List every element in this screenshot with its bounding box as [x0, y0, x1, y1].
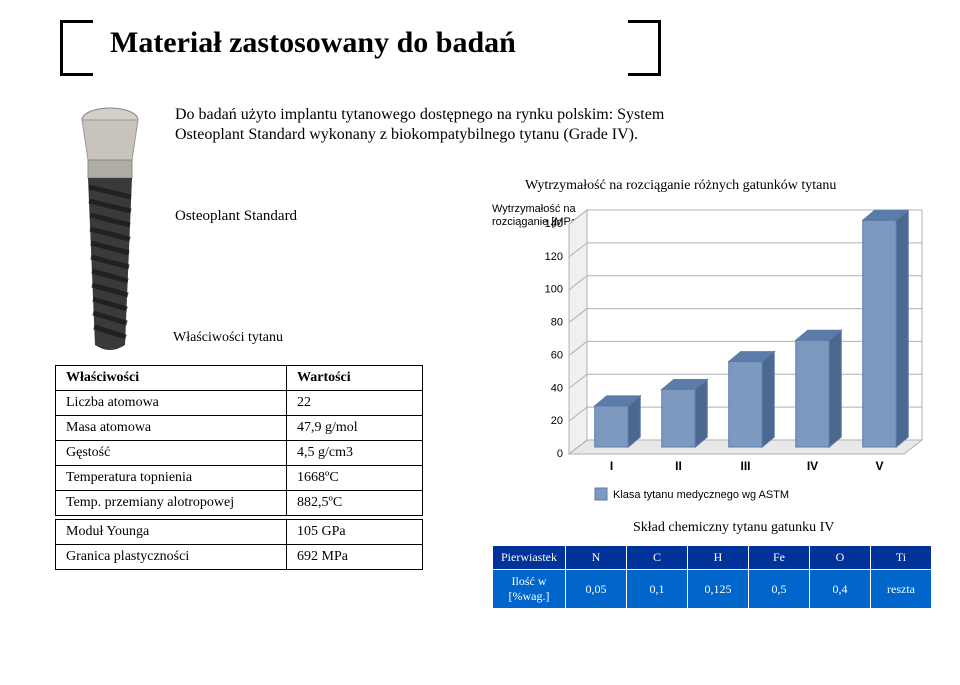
chem-composition-table: Pierwiastek N C H Fe O Ti Ilość w [%wag.…	[492, 545, 932, 609]
chem-header: C	[627, 546, 688, 570]
intro-text: Do badań użyto implantu tytanowego dostę…	[175, 105, 695, 145]
chem-row-label: Ilość w [%wag.]	[493, 570, 566, 609]
bar-chart: Wytrzymałość narozciąganie [MPa] 0 20 40 60 8…	[492, 200, 932, 510]
properties-table: WłaściwościWartości Liczba atomowa22 Mas…	[55, 365, 423, 570]
chem-composition-title: Skład chemiczny tytanu gatunku IV	[633, 520, 834, 536]
svg-text:IV: IV	[807, 459, 818, 473]
svg-text:60: 60	[551, 349, 563, 361]
implant-image	[55, 105, 165, 355]
svg-text:rozciąganie [MPa]: rozciąganie [MPa]	[492, 216, 580, 228]
chem-header: Fe	[749, 546, 810, 570]
svg-text:II: II	[675, 459, 682, 473]
table-row: Granica plastyczności692 MPa	[56, 545, 423, 570]
chem-value: 0,125	[688, 570, 749, 609]
chem-header: Pierwiastek	[493, 546, 566, 570]
svg-text:80: 80	[551, 317, 563, 329]
chem-value: 0,05	[566, 570, 627, 609]
table-row: Temp. przemiany alotropowej882,5ºC	[56, 491, 423, 516]
svg-text:40: 40	[551, 382, 563, 394]
table-row: Gęstość4,5 g/cm3	[56, 441, 423, 466]
table-row: Moduł Younga105 GPa	[56, 520, 423, 545]
svg-text:140: 140	[545, 218, 563, 230]
svg-text:100: 100	[545, 284, 563, 296]
props-header-c1: Właściwości	[56, 366, 287, 391]
svg-text:20: 20	[551, 415, 563, 427]
page-title: Materiał zastosowany do badań	[110, 26, 516, 60]
title-bracket-right	[628, 20, 661, 76]
chem-header: O	[810, 546, 871, 570]
svg-text:Klasa tytanu medycznego wg AST: Klasa tytanu medycznego wg ASTM	[613, 489, 789, 501]
table-row: Temperatura topnienia1668ºC	[56, 466, 423, 491]
chem-value: 0,4	[810, 570, 871, 609]
chem-header: H	[688, 546, 749, 570]
chem-header: Ti	[871, 546, 932, 570]
title-bracket-left	[60, 20, 93, 76]
chem-header: N	[566, 546, 627, 570]
chem-value: reszta	[871, 570, 932, 609]
svg-text:I: I	[610, 459, 613, 473]
table-row: Liczba atomowa22	[56, 391, 423, 416]
chem-value: 0,1	[627, 570, 688, 609]
svg-text:V: V	[875, 459, 883, 473]
properties-title: Właściwości tytanu	[173, 330, 283, 346]
svg-text:Wytrzymałość na: Wytrzymałość na	[492, 203, 577, 215]
standard-label: Osteoplant Standard	[175, 208, 297, 225]
svg-text:120: 120	[545, 251, 563, 263]
props-header-c2: Wartości	[287, 366, 423, 391]
table-row: Masa atomowa47,9 g/mol	[56, 416, 423, 441]
chem-value: 0,5	[749, 570, 810, 609]
svg-text:III: III	[740, 459, 750, 473]
svg-text:0: 0	[557, 448, 563, 460]
chart-title: Wytrzymałość na rozciąganie różnych gatu…	[525, 178, 836, 194]
